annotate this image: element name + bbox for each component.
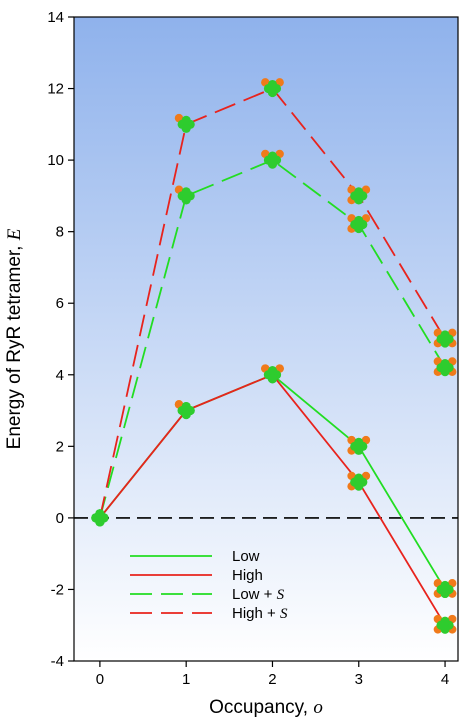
legend-label: High bbox=[232, 567, 263, 584]
data-point bbox=[261, 78, 284, 98]
y-tick-label: 0 bbox=[56, 510, 64, 527]
data-point bbox=[433, 579, 457, 599]
y-axis-title: Energy of RyR tetramer, E bbox=[4, 228, 25, 449]
y-tick-label: 4 bbox=[56, 367, 64, 384]
data-point bbox=[261, 149, 284, 169]
data-point bbox=[347, 185, 371, 205]
y-axis-title-text: Energy of RyR tetramer, bbox=[4, 240, 25, 449]
data-point bbox=[174, 185, 195, 205]
data-point bbox=[347, 214, 371, 234]
y-tick-label: 10 bbox=[47, 152, 64, 169]
data-point bbox=[433, 328, 457, 348]
x-tick-label: 4 bbox=[441, 671, 449, 688]
x-axis-title-var: o bbox=[313, 697, 323, 718]
x-axis-title-text: Occupancy, bbox=[209, 697, 313, 718]
data-point bbox=[91, 509, 109, 527]
data-point bbox=[347, 435, 371, 455]
x-tick-label: 0 bbox=[96, 671, 104, 688]
data-point bbox=[261, 364, 284, 384]
data-point bbox=[174, 113, 195, 133]
y-tick-label: -4 bbox=[51, 653, 64, 670]
y-tick-label: 8 bbox=[56, 224, 64, 241]
x-tick-label: 2 bbox=[268, 671, 276, 688]
x-tick-label: 3 bbox=[355, 671, 363, 688]
plot-area bbox=[74, 17, 458, 661]
y-tick-label: -2 bbox=[51, 581, 64, 598]
data-point bbox=[433, 357, 457, 377]
legend-label: Low bbox=[232, 548, 260, 565]
data-point bbox=[347, 471, 371, 491]
y-tick-label: 2 bbox=[56, 438, 64, 455]
data-point bbox=[174, 400, 195, 420]
y-tick-label: 6 bbox=[56, 295, 64, 312]
legend-label: Low + S bbox=[232, 586, 285, 603]
x-axis-title: Occupancy, o bbox=[209, 697, 323, 718]
data-point bbox=[433, 614, 457, 634]
legend: Low High Low + S High + S bbox=[130, 548, 288, 622]
x-tick-label: 1 bbox=[182, 671, 190, 688]
y-tick-label: 14 bbox=[47, 9, 64, 26]
plot-frame bbox=[73, 16, 459, 662]
y-axis-title-var: E bbox=[4, 228, 25, 241]
series-line-3 bbox=[99, 159, 446, 519]
y-tick-label: 12 bbox=[47, 81, 64, 98]
legend-label: High + S bbox=[232, 605, 288, 622]
